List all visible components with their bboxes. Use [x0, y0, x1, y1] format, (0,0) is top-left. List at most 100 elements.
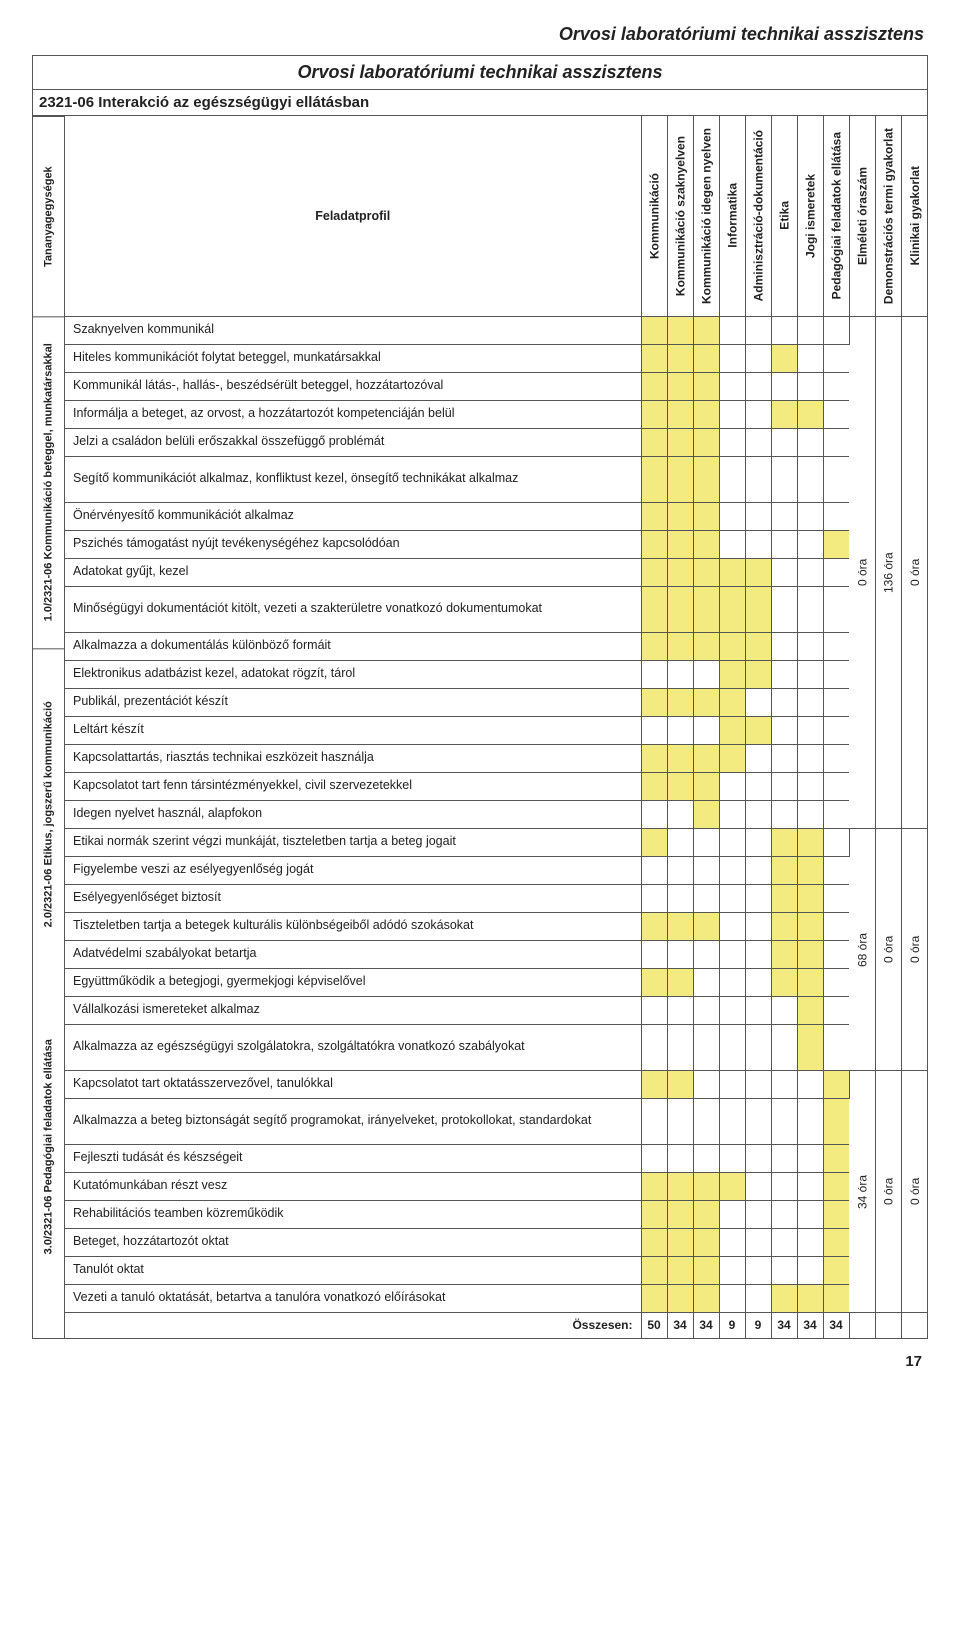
table-row: Publikál, prezentációt készít — [65, 688, 927, 716]
column-header: Jogi ismeretek — [797, 116, 823, 316]
matrix-cell — [797, 1200, 823, 1228]
row-description: Beteget, hozzátartozót oktat — [65, 1228, 641, 1256]
matrix-cell — [745, 632, 771, 660]
matrix-cell — [693, 828, 719, 856]
table-row: Idegen nyelvet használ, alapfokon — [65, 800, 927, 828]
matrix-cell — [693, 968, 719, 996]
matrix-cell — [771, 1228, 797, 1256]
matrix-cell — [797, 428, 823, 456]
matrix-cell — [667, 632, 693, 660]
row-description: Etikai normák szerint végzi munkáját, ti… — [65, 828, 641, 856]
matrix-cell — [667, 940, 693, 968]
matrix-cell — [719, 456, 745, 502]
matrix-cell — [667, 744, 693, 772]
matrix-cell — [823, 1070, 849, 1098]
table-row: Tanulót oktat — [65, 1256, 927, 1284]
matrix-cell — [667, 1256, 693, 1284]
matrix-cell — [823, 772, 849, 800]
matrix-cell — [771, 772, 797, 800]
matrix-cell — [823, 800, 849, 828]
matrix-cell — [771, 558, 797, 586]
matrix-cell — [745, 428, 771, 456]
matrix-cell — [641, 800, 667, 828]
matrix-cell — [797, 632, 823, 660]
matrix-cell — [667, 530, 693, 558]
matrix-cell — [797, 1024, 823, 1070]
matrix-cell — [771, 996, 797, 1024]
matrix-cell — [719, 1228, 745, 1256]
column-header: Elméleti óraszám — [849, 116, 875, 316]
hours-cell: 0 óra — [901, 828, 927, 1070]
row-description: Kapcsolatot tart oktatásszervezővel, tan… — [65, 1070, 641, 1098]
document-header: Orvosi laboratóriumi technikai assziszte… — [32, 24, 928, 45]
row-description: Rehabilitációs teamben közreműködik — [65, 1200, 641, 1228]
row-description: Adatvédelmi szabályokat betartja — [65, 940, 641, 968]
matrix-cell — [797, 1144, 823, 1172]
matrix-cell — [797, 502, 823, 530]
matrix-cell — [771, 856, 797, 884]
totals-cell: 34 — [823, 1312, 849, 1338]
row-description: Esélyegyenlőséget biztosít — [65, 884, 641, 912]
matrix-cell — [641, 344, 667, 372]
matrix-cell — [641, 884, 667, 912]
hours-cell: 0 óra — [901, 1070, 927, 1312]
matrix-cell — [823, 344, 849, 372]
matrix-cell — [693, 1070, 719, 1098]
matrix-cell — [745, 772, 771, 800]
matrix-cell — [667, 1284, 693, 1312]
matrix-cell — [641, 530, 667, 558]
matrix-cell — [641, 744, 667, 772]
table-row: Rehabilitációs teamben közreműködik — [65, 1200, 927, 1228]
matrix-cell — [641, 586, 667, 632]
table-row: Vállalkozási ismereteket alkalmaz — [65, 996, 927, 1024]
matrix-cell — [693, 1284, 719, 1312]
matrix-cell — [693, 800, 719, 828]
matrix-cell — [823, 1200, 849, 1228]
table-row: Alkalmazza a beteg biztonságát segítő pr… — [65, 1098, 927, 1144]
matrix-cell — [797, 1098, 823, 1144]
matrix-cell — [641, 428, 667, 456]
matrix-cell — [719, 1024, 745, 1070]
row-description: Fejleszti tudását és készségeit — [65, 1144, 641, 1172]
matrix-cell — [771, 884, 797, 912]
hours-cell: 136 óra — [875, 316, 901, 828]
matrix-cell — [797, 940, 823, 968]
matrix-cell — [745, 828, 771, 856]
matrix-cell — [823, 456, 849, 502]
matrix-cell — [745, 1228, 771, 1256]
column-header: Kommunikáció — [641, 116, 667, 316]
matrix-cell — [667, 1024, 693, 1070]
main-frame: Orvosi laboratóriumi technikai assziszte… — [32, 55, 928, 1339]
inner-title: Orvosi laboratóriumi technikai assziszte… — [33, 56, 927, 90]
row-description: Alkalmazza az egészségügyi szolgálatokra… — [65, 1024, 641, 1070]
matrix-cell — [771, 1098, 797, 1144]
matrix-cell — [823, 996, 849, 1024]
row-description: Vezeti a tanuló oktatását, betartva a ta… — [65, 1284, 641, 1312]
hours-cell: 34 óra — [849, 1070, 875, 1312]
matrix-cell — [771, 800, 797, 828]
matrix-cell — [641, 660, 667, 688]
matrix-cell — [719, 940, 745, 968]
row-description: Segítő kommunikációt alkalmaz, konfliktu… — [65, 456, 641, 502]
row-description: Idegen nyelvet használ, alapfokon — [65, 800, 641, 828]
matrix-cell — [719, 586, 745, 632]
matrix-cell — [693, 586, 719, 632]
matrix-cell — [823, 828, 849, 856]
matrix-cell — [719, 1256, 745, 1284]
matrix-cell — [719, 688, 745, 716]
matrix-cell — [719, 372, 745, 400]
matrix-cell — [823, 428, 849, 456]
unit-column-header: Tananyagegységek — [33, 116, 64, 316]
table-row: Adatvédelmi szabályokat betartja — [65, 940, 927, 968]
matrix-cell — [745, 400, 771, 428]
table-row: Önérvényesítő kommunikációt alkalmaz — [65, 502, 927, 530]
matrix-cell — [745, 660, 771, 688]
matrix-cell — [641, 558, 667, 586]
matrix-cell — [667, 1228, 693, 1256]
table-row: Kapcsolattartás, riasztás technikai eszk… — [65, 744, 927, 772]
matrix-cell — [771, 744, 797, 772]
matrix-cell — [667, 1144, 693, 1172]
table-row: Pszichés támogatást nyújt tevékenységéhe… — [65, 530, 927, 558]
matrix-cell — [719, 1284, 745, 1312]
hours-cell: 0 óra — [901, 316, 927, 828]
